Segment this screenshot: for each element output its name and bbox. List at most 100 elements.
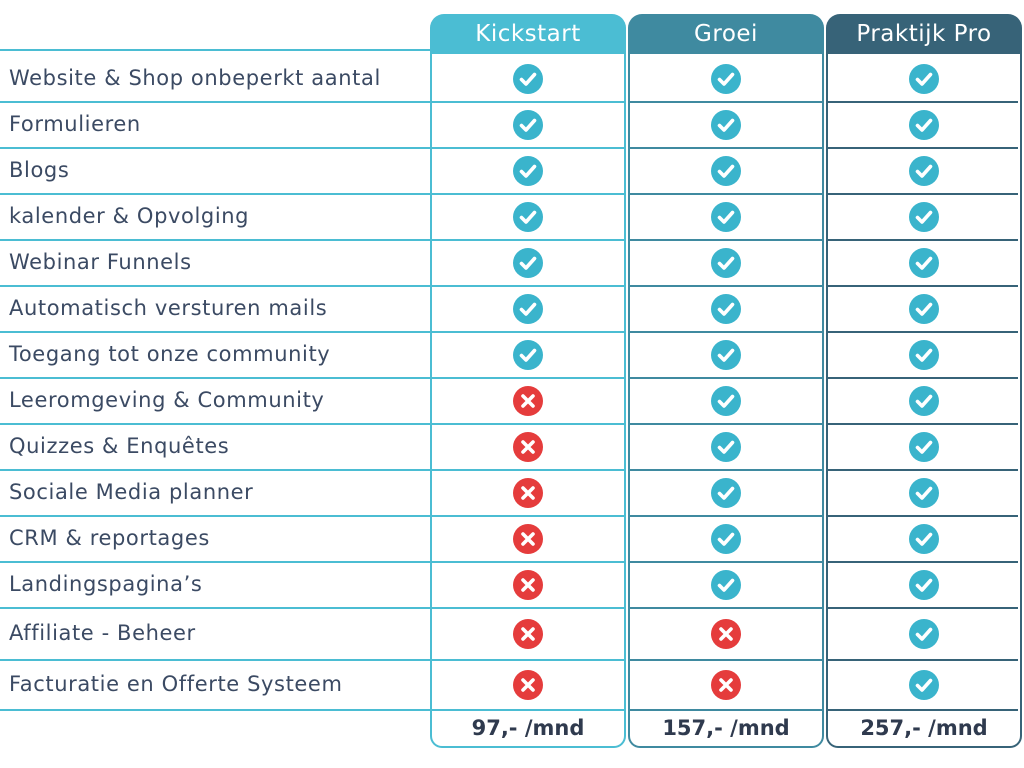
plan-price: 157,- /mnd	[662, 716, 790, 740]
table-top-divider	[0, 49, 430, 51]
row-divider	[432, 239, 624, 241]
x-circle-icon	[711, 619, 741, 649]
check-circle-icon	[513, 340, 543, 370]
row-divider	[828, 469, 1018, 471]
check-circle-icon	[711, 294, 741, 324]
row-divider	[0, 101, 430, 103]
row-divider	[0, 331, 430, 333]
row-divider	[828, 285, 1018, 287]
check-circle-icon	[711, 64, 741, 94]
check-circle-icon	[909, 248, 939, 278]
check-circle-icon	[513, 248, 543, 278]
row-divider	[828, 515, 1018, 517]
row-divider	[828, 193, 1018, 195]
row-divider	[0, 659, 430, 661]
row-divider	[0, 709, 430, 711]
feature-label: Website & Shop onbeperkt aantal	[9, 66, 381, 90]
row-divider	[828, 709, 1018, 711]
check-circle-icon	[909, 524, 939, 554]
feature-label: Webinar Funnels	[9, 250, 192, 274]
plan-header: Praktijk Pro	[826, 14, 1022, 54]
check-circle-icon	[909, 202, 939, 232]
row-divider	[0, 147, 430, 149]
row-divider	[828, 101, 1018, 103]
check-circle-icon	[909, 64, 939, 94]
check-circle-icon	[909, 432, 939, 462]
plan-column-praktijk-pro	[826, 50, 1022, 748]
row-divider	[630, 239, 822, 241]
check-circle-icon	[909, 156, 939, 186]
check-circle-icon	[711, 110, 741, 140]
x-circle-icon	[513, 524, 543, 554]
check-circle-icon	[711, 524, 741, 554]
plan-column-kickstart	[430, 50, 626, 748]
check-circle-icon	[909, 294, 939, 324]
row-divider	[828, 331, 1018, 333]
check-circle-icon	[711, 386, 741, 416]
check-circle-icon	[513, 202, 543, 232]
row-divider	[630, 101, 822, 103]
row-divider	[630, 709, 822, 711]
row-divider	[432, 659, 624, 661]
x-circle-icon	[711, 670, 741, 700]
feature-label: Formulieren	[9, 112, 141, 136]
row-divider	[0, 423, 430, 425]
check-circle-icon	[513, 156, 543, 186]
feature-label: Facturatie en Offerte Systeem	[9, 672, 343, 696]
x-circle-icon	[513, 619, 543, 649]
row-divider	[828, 377, 1018, 379]
row-divider	[0, 377, 430, 379]
check-circle-icon	[909, 570, 939, 600]
check-circle-icon	[711, 248, 741, 278]
row-divider	[630, 331, 822, 333]
feature-label: Leeromgeving & Community	[9, 388, 325, 412]
x-circle-icon	[513, 570, 543, 600]
check-circle-icon	[909, 386, 939, 416]
check-circle-icon	[909, 619, 939, 649]
check-circle-icon	[711, 156, 741, 186]
check-circle-icon	[909, 478, 939, 508]
check-circle-icon	[513, 64, 543, 94]
feature-label: Sociale Media planner	[9, 480, 254, 504]
row-divider	[0, 193, 430, 195]
plan-price: 97,- /mnd	[471, 716, 585, 740]
row-divider	[630, 377, 822, 379]
row-divider	[432, 515, 624, 517]
row-divider	[630, 285, 822, 287]
row-divider	[432, 101, 624, 103]
row-divider	[432, 423, 624, 425]
row-divider	[630, 659, 822, 661]
x-circle-icon	[513, 478, 543, 508]
row-divider	[0, 239, 430, 241]
row-divider	[432, 561, 624, 563]
row-divider	[0, 285, 430, 287]
check-circle-icon	[909, 340, 939, 370]
plan-header: Groei	[628, 14, 824, 54]
row-divider	[0, 607, 430, 609]
row-divider	[630, 147, 822, 149]
row-divider	[0, 469, 430, 471]
row-divider	[630, 469, 822, 471]
row-divider	[432, 709, 624, 711]
plan-column-groei	[628, 50, 824, 748]
feature-label: CRM & reportages	[9, 526, 210, 550]
check-circle-icon	[711, 570, 741, 600]
plan-price: 257,- /mnd	[860, 716, 988, 740]
row-divider	[432, 377, 624, 379]
row-divider	[432, 285, 624, 287]
row-divider	[432, 147, 624, 149]
feature-label: Automatisch versturen mails	[9, 296, 328, 320]
check-circle-icon	[513, 110, 543, 140]
check-circle-icon	[513, 294, 543, 324]
feature-label: Quizzes & Enquêtes	[9, 434, 230, 458]
row-divider	[828, 659, 1018, 661]
x-circle-icon	[513, 432, 543, 462]
row-divider	[630, 515, 822, 517]
row-divider	[432, 331, 624, 333]
row-divider	[432, 469, 624, 471]
row-divider	[432, 193, 624, 195]
check-circle-icon	[711, 202, 741, 232]
feature-label: Toegang tot onze community	[9, 342, 331, 366]
row-divider	[828, 423, 1018, 425]
